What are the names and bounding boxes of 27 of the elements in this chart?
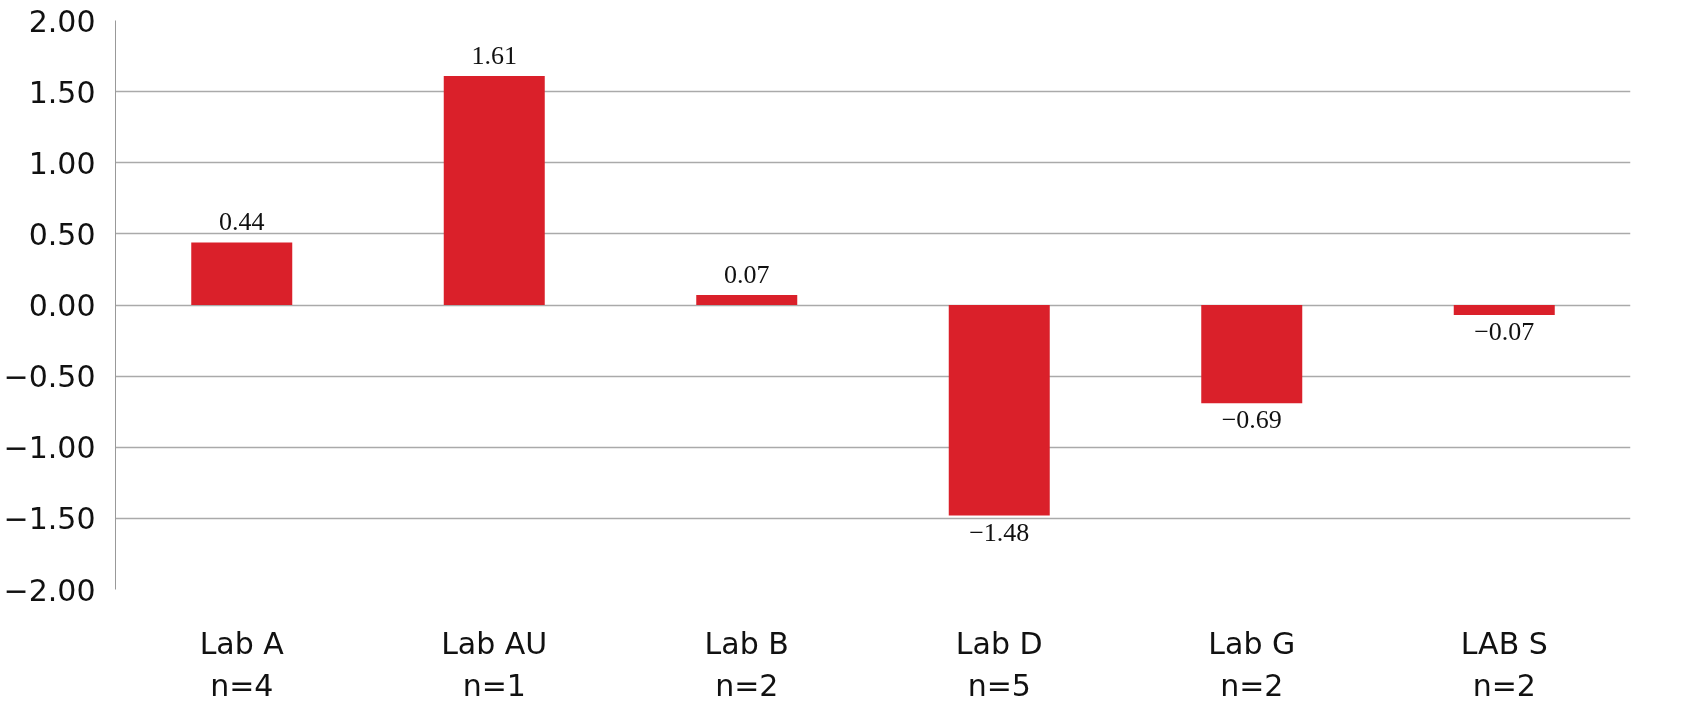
bar xyxy=(1201,305,1303,404)
data-label: 0.07 xyxy=(724,260,770,290)
bar xyxy=(443,75,545,305)
x-tick-label: LAB S n=2 xyxy=(1460,625,1548,703)
bar xyxy=(191,242,293,305)
x-tick-label: Lab G n=2 xyxy=(1208,625,1296,703)
x-tick-label: Lab D n=5 xyxy=(955,625,1043,703)
bar xyxy=(1453,305,1555,315)
x-tick-label: Lab B n=2 xyxy=(704,625,789,703)
x-tick-label: Lab AU n=1 xyxy=(441,625,548,703)
y-tick-label: −2.00 xyxy=(3,572,96,608)
y-tick-label: 0.50 xyxy=(28,216,96,252)
data-label: −0.69 xyxy=(1221,405,1282,435)
data-label: 1.61 xyxy=(471,40,517,70)
y-tick-label: 1.50 xyxy=(28,74,96,110)
y-tick-label: 0.00 xyxy=(28,288,96,323)
data-label: 0.44 xyxy=(219,207,265,237)
y-tick-label: 1.00 xyxy=(28,145,96,181)
y-tick-label: −1.00 xyxy=(3,430,96,466)
bar xyxy=(948,305,1050,516)
y-tick-label: 2.00 xyxy=(28,3,96,39)
data-label: −1.48 xyxy=(969,517,1030,547)
y-tick-label: −0.50 xyxy=(3,359,96,395)
bar xyxy=(696,295,798,305)
data-label: −0.07 xyxy=(1474,316,1535,346)
x-tick-label: Lab A n=4 xyxy=(199,625,285,703)
y-tick-label: −1.50 xyxy=(3,501,96,537)
